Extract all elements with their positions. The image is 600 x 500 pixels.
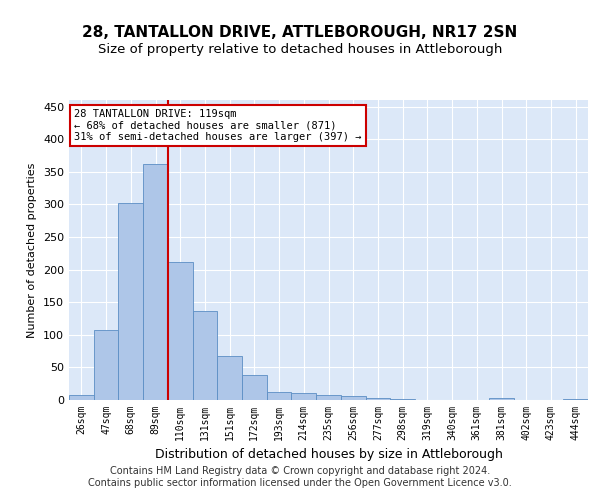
Bar bbox=[168, 262, 193, 400]
Bar bbox=[118, 203, 143, 400]
Text: 28 TANTALLON DRIVE: 119sqm
← 68% of detached houses are smaller (871)
31% of sem: 28 TANTALLON DRIVE: 119sqm ← 68% of deta… bbox=[74, 109, 362, 142]
Bar bbox=[69, 395, 94, 400]
Bar bbox=[341, 396, 365, 400]
Bar bbox=[217, 356, 242, 400]
Bar bbox=[365, 398, 390, 400]
Bar bbox=[143, 164, 168, 400]
Text: Size of property relative to detached houses in Attleborough: Size of property relative to detached ho… bbox=[98, 44, 502, 57]
Bar bbox=[94, 330, 118, 400]
Bar bbox=[563, 398, 588, 400]
Text: 28, TANTALLON DRIVE, ATTLEBOROUGH, NR17 2SN: 28, TANTALLON DRIVE, ATTLEBOROUGH, NR17 … bbox=[82, 25, 518, 40]
Bar bbox=[390, 398, 415, 400]
Bar bbox=[489, 398, 514, 400]
Y-axis label: Number of detached properties: Number of detached properties bbox=[28, 162, 37, 338]
Bar bbox=[267, 392, 292, 400]
Bar bbox=[292, 394, 316, 400]
Bar bbox=[316, 395, 341, 400]
X-axis label: Distribution of detached houses by size in Attleborough: Distribution of detached houses by size … bbox=[155, 448, 502, 462]
Text: Contains HM Land Registry data © Crown copyright and database right 2024.
Contai: Contains HM Land Registry data © Crown c… bbox=[88, 466, 512, 487]
Bar bbox=[193, 312, 217, 400]
Bar bbox=[242, 375, 267, 400]
